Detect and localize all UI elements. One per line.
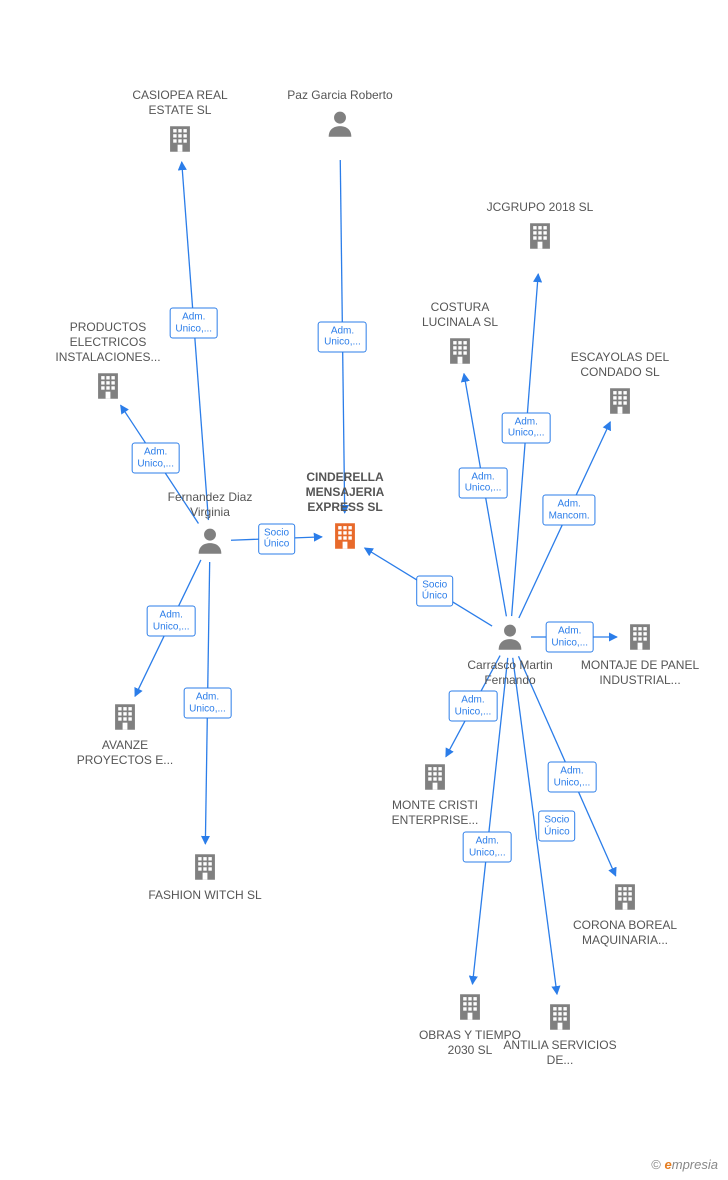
edge-label: Adm.Mancom. xyxy=(543,495,596,526)
edge-label: Adm.Unico,... xyxy=(545,622,594,653)
node-label: COSTURA LUCINALA SL xyxy=(400,300,520,330)
building-icon xyxy=(375,760,495,794)
edge-label: Adm.Unico,... xyxy=(463,832,512,863)
building-icon xyxy=(580,620,700,654)
building-icon xyxy=(65,700,185,734)
edge-label: Adm.Unico,... xyxy=(318,321,367,352)
node-escayolas[interactable]: ESCAYOLAS DEL CONDADO SL xyxy=(560,350,680,418)
node-productos[interactable]: PRODUCTOS ELECTRICOS INSTALACIONES... xyxy=(48,320,168,403)
copyright-symbol: © xyxy=(651,1157,661,1172)
building-icon xyxy=(560,384,680,418)
building-icon xyxy=(145,850,265,884)
building-icon xyxy=(48,369,168,403)
brand-rest: mpresia xyxy=(672,1157,718,1172)
building-icon xyxy=(565,880,685,914)
node-label: Fernandez Diaz Virginia xyxy=(150,490,270,520)
node-label: MONTAJE DE PANEL INDUSTRIAL... xyxy=(580,658,700,688)
node-avanze[interactable]: AVANZE PROYECTOS E... xyxy=(65,700,185,768)
node-monte[interactable]: MONTE CRISTI ENTERPRISE... xyxy=(375,760,495,828)
node-fernandez[interactable]: Fernandez Diaz Virginia xyxy=(150,490,270,558)
edge-label: Adm.Unico,... xyxy=(548,762,597,793)
node-montaje[interactable]: MONTAJE DE PANEL INDUSTRIAL... xyxy=(580,620,700,688)
building-icon xyxy=(400,334,520,368)
node-label: AVANZE PROYECTOS E... xyxy=(65,738,185,768)
node-label: FASHION WITCH SL xyxy=(145,888,265,903)
node-label: MONTE CRISTI ENTERPRISE... xyxy=(375,798,495,828)
node-fashion[interactable]: FASHION WITCH SL xyxy=(145,850,265,903)
edge-label: SocioÚnico xyxy=(538,811,576,842)
edge-label: Adm.Unico,... xyxy=(147,606,196,637)
node-label: PRODUCTOS ELECTRICOS INSTALACIONES... xyxy=(48,320,168,365)
edge-label: Adm.Unico,... xyxy=(169,308,218,339)
copyright: © empresia xyxy=(651,1157,718,1172)
edge-label: SocioÚnico xyxy=(416,575,454,606)
node-jcgrupo[interactable]: JCGRUPO 2018 SL xyxy=(480,200,600,253)
brand-first: e xyxy=(665,1157,672,1172)
edge-label: Adm.Unico,... xyxy=(459,467,508,498)
edge-label: Adm.Unico,... xyxy=(131,443,180,474)
edge-label: Adm.Unico,... xyxy=(449,691,498,722)
building-icon xyxy=(500,1000,620,1034)
node-label: CASIOPEA REAL ESTATE SL xyxy=(120,88,240,118)
node-label: ANTILIA SERVICIOS DE... xyxy=(500,1038,620,1068)
node-cinderella[interactable]: CINDERELLA MENSAJERIA EXPRESS SL xyxy=(285,470,405,553)
building-icon xyxy=(480,219,600,253)
building-icon xyxy=(120,122,240,156)
node-label: Paz Garcia Roberto xyxy=(280,88,400,103)
edge-line xyxy=(182,162,209,520)
node-costura[interactable]: COSTURA LUCINALA SL xyxy=(400,300,520,368)
node-label: CORONA BOREAL MAQUINARIA... xyxy=(565,918,685,948)
person-icon xyxy=(280,107,400,141)
building-icon xyxy=(285,519,405,553)
node-label: JCGRUPO 2018 SL xyxy=(480,200,600,215)
node-casiopea[interactable]: CASIOPEA REAL ESTATE SL xyxy=(120,88,240,156)
node-label: CINDERELLA MENSAJERIA EXPRESS SL xyxy=(285,470,405,515)
node-label: Carrasco Martin Fernando xyxy=(450,658,570,688)
person-icon xyxy=(150,524,270,558)
edge-label: Adm.Unico,... xyxy=(183,688,232,719)
node-label: ESCAYOLAS DEL CONDADO SL xyxy=(560,350,680,380)
node-paz[interactable]: Paz Garcia Roberto xyxy=(280,88,400,141)
node-corona[interactable]: CORONA BOREAL MAQUINARIA... xyxy=(565,880,685,948)
edge-label: Adm.Unico,... xyxy=(502,412,551,443)
node-antilia[interactable]: ANTILIA SERVICIOS DE... xyxy=(500,1000,620,1068)
diagram-canvas: CASIOPEA REAL ESTATE SL Paz Garcia Rober… xyxy=(0,0,728,1180)
edge-label: SocioÚnico xyxy=(258,523,296,554)
